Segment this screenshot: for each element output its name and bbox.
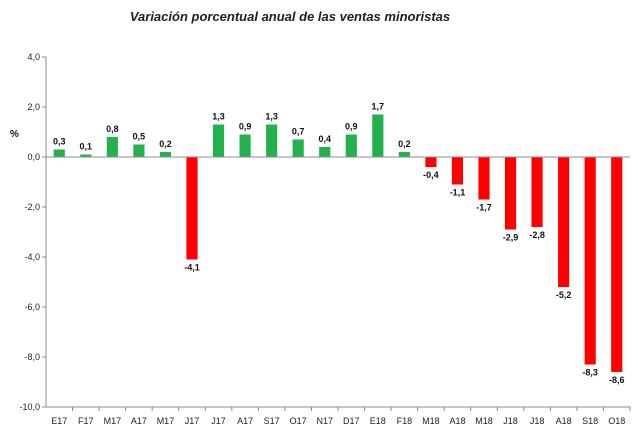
y-axis-unit-label: % <box>10 129 19 140</box>
data-label: -8,3 <box>582 368 598 378</box>
bar <box>266 124 278 157</box>
x-tick-label: E18 <box>370 416 386 426</box>
x-tick-label: D17 <box>343 416 360 426</box>
bar <box>133 144 145 157</box>
bar <box>80 154 92 157</box>
data-label: -2,9 <box>503 233 519 243</box>
bar <box>106 137 118 157</box>
bar <box>558 157 570 287</box>
bar <box>292 139 304 157</box>
x-axis: E17 F17 M17 A17 M17 J17 J17 A17 S17 O17 N17 D17 E18 F… <box>46 156 631 426</box>
bar <box>584 157 596 365</box>
bar <box>531 157 543 227</box>
data-label: 0,2 <box>398 139 411 149</box>
data-label: 0,1 <box>80 142 93 152</box>
bar <box>53 149 65 157</box>
bar <box>319 147 331 157</box>
data-label: -0,4 <box>423 170 439 180</box>
data-label: 0,7 <box>292 127 305 137</box>
data-label: -5,2 <box>556 290 572 300</box>
data-label: 0,5 <box>133 132 146 142</box>
x-tick-label: J18 <box>503 416 518 426</box>
data-label: 1,3 <box>212 112 225 122</box>
data-label: 0,3 <box>53 137 66 147</box>
data-label: -4,1 <box>184 263 200 273</box>
x-tick-label: A17 <box>237 416 253 426</box>
bar <box>398 152 410 157</box>
x-tick-label: A18 <box>449 416 465 426</box>
y-tick-label: 2,0 <box>27 102 40 112</box>
x-tick-label: O18 <box>608 416 625 426</box>
data-label: -2,8 <box>529 230 545 240</box>
x-tick-label: O17 <box>290 416 307 426</box>
bar <box>159 152 172 157</box>
y-axis: 4,0 2,0 0,0 -2,0 -4,0 -6,0 -8,0 -10,0 <box>19 52 47 412</box>
x-tick-label: F18 <box>397 416 413 426</box>
bar <box>372 114 384 157</box>
data-label: 0,9 <box>345 122 358 132</box>
bars: 0,3 0,1 0,8 0,5 0,2 -4,1 1,3 0,9 1,3 0,7 0,4 0,9 1,7… <box>53 102 624 386</box>
data-label: 1,3 <box>265 112 278 122</box>
x-tick-label: M18 <box>475 416 493 426</box>
x-tick-label: S17 <box>264 416 280 426</box>
y-tick-label: -2,0 <box>24 202 40 212</box>
bar <box>478 157 490 200</box>
data-label: 1,7 <box>372 102 385 112</box>
x-tick-label: M17 <box>157 416 175 426</box>
x-tick-label: J17 <box>211 416 226 426</box>
bar <box>212 124 225 157</box>
bar <box>451 157 464 185</box>
y-tick-label: -10,0 <box>19 402 40 412</box>
bar <box>186 157 198 260</box>
x-tick-label: S18 <box>582 416 598 426</box>
chart-title: Variación porcentual anual de las ventas… <box>129 9 451 24</box>
data-label: -1,1 <box>450 188 466 198</box>
x-tick-label: M17 <box>104 416 122 426</box>
x-tick-label: F17 <box>78 416 94 426</box>
bar <box>345 134 357 157</box>
y-tick-label: -4,0 <box>24 252 40 262</box>
x-tick-label: E17 <box>51 416 67 426</box>
data-label: 0,4 <box>318 134 331 144</box>
data-label: 0,2 <box>159 139 172 149</box>
y-tick-label: 4,0 <box>27 52 40 62</box>
y-tick-label: -8,0 <box>24 352 40 362</box>
x-tick-label: J18 <box>530 416 545 426</box>
bar <box>611 157 623 372</box>
y-tick-label: -6,0 <box>24 302 40 312</box>
data-label: 0,9 <box>239 122 252 132</box>
data-label: 0,8 <box>106 124 119 134</box>
bar <box>504 157 517 230</box>
bar <box>425 157 437 167</box>
x-tick-label: M18 <box>422 416 440 426</box>
x-tick-label: N17 <box>316 416 333 426</box>
x-tick-label: J17 <box>185 416 200 426</box>
x-tick-label: A18 <box>556 416 572 426</box>
x-tick-label: A17 <box>131 416 147 426</box>
y-tick-label: 0,0 <box>27 152 40 162</box>
data-label: -8,6 <box>609 375 625 385</box>
data-label: -1,7 <box>476 203 492 213</box>
bar <box>239 134 251 157</box>
